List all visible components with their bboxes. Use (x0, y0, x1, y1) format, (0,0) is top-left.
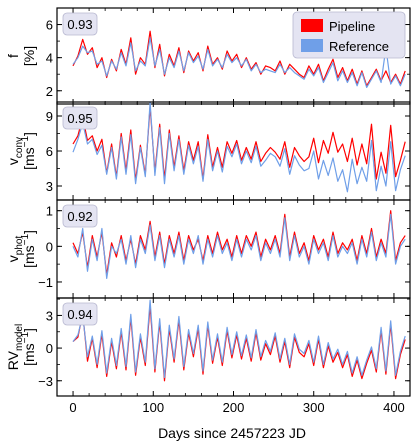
y-axis-unit: [%] (21, 46, 37, 66)
y-label-main: v (5, 158, 21, 165)
y-unit-superscript: −1 (20, 136, 31, 148)
y-tick-label: 1 (46, 204, 53, 219)
series-line-pipeline (72, 106, 406, 181)
y-unit-bracket: ] (21, 328, 37, 332)
y-label-subscript: model (14, 324, 25, 351)
x-tick-label: 100 (142, 400, 164, 415)
x-tick-label: 0 (69, 400, 76, 415)
y-axis-label: f (5, 54, 21, 58)
series-line-reference (72, 101, 406, 193)
y-tick-label: −1 (38, 275, 53, 290)
x-tick-label: 200 (223, 400, 245, 415)
panel-vconv: 3 6 9 0.95 vconv[ms−1] (5, 101, 411, 201)
y-tick-label: 4 (46, 51, 53, 66)
panel-vphot: −1 0 1 0.92 vphot[ms−1] (5, 199, 411, 299)
y-unit-text: [%] (21, 46, 37, 66)
y-label-subscript: conv (14, 137, 25, 158)
y-axis-unit: [ms−1] (20, 230, 37, 268)
legend-label-reference: Reference (329, 39, 389, 54)
y-tick-label: 9 (46, 109, 53, 124)
series-line-pipeline (72, 210, 406, 276)
y-unit-superscript: −1 (20, 332, 31, 344)
y-axis-label: RVmodel (5, 324, 25, 370)
y-tick-label: 6 (46, 18, 53, 33)
y-axis-label: vconv (5, 137, 25, 165)
correlation-value: 0.94 (67, 307, 92, 322)
x-tick-label: 300 (303, 400, 325, 415)
y-unit-bracket: ] (21, 230, 37, 234)
y-tick-label: 6 (46, 144, 53, 159)
panel-frame (56, 297, 411, 397)
correlation-value: 0.92 (67, 209, 92, 224)
y-unit-bracket: ] (21, 132, 37, 136)
x-tick-label: 400 (383, 400, 405, 415)
legend-swatch-pipeline (301, 19, 323, 32)
legend-label-pipeline: Pipeline (329, 19, 375, 34)
y-label-main: f (5, 54, 21, 58)
correlation-badge (62, 106, 98, 130)
x-axis-label: Days since 2457223 JD (158, 425, 306, 441)
y-unit-superscript: −1 (20, 234, 31, 246)
y-unit-text: [ms (21, 343, 37, 366)
series-line-reference (72, 213, 406, 279)
series-line-reference (72, 299, 406, 379)
y-label-subscript: phot (14, 236, 25, 256)
correlation-badge (62, 204, 98, 228)
y-axis-label: vphot (5, 236, 25, 263)
correlation-badge (62, 302, 98, 326)
y-tick-label: 0 (46, 341, 53, 356)
correlation-value: 0.95 (67, 111, 92, 126)
series-line-reference (72, 37, 406, 89)
y-label-main: v (5, 255, 21, 262)
y-tick-label: 0 (46, 239, 53, 254)
y-axis-unit: [ms−1] (20, 328, 37, 366)
y-tick-label: 2 (46, 84, 53, 99)
y-axis-unit: [ms−1] (20, 132, 37, 170)
panel-rvmodel: −3 0 3 0.94 RVmodel[ms−1] 0 100 200 300 400 (5, 297, 411, 415)
panel-f: 2 4 6 0.93 f [%] Pipeline Reference (5, 7, 411, 105)
correlation-value: 0.93 (67, 17, 92, 32)
y-tick-label: 3 (46, 308, 53, 323)
legend-swatch-reference (301, 39, 323, 52)
correlation-badge (62, 12, 98, 36)
y-tick-label: −3 (38, 374, 53, 389)
y-label-main: RV (5, 350, 21, 370)
y-tick-label: 3 (46, 179, 53, 194)
y-unit-text: [ms (21, 245, 37, 268)
y-unit-text: [ms (21, 147, 37, 170)
